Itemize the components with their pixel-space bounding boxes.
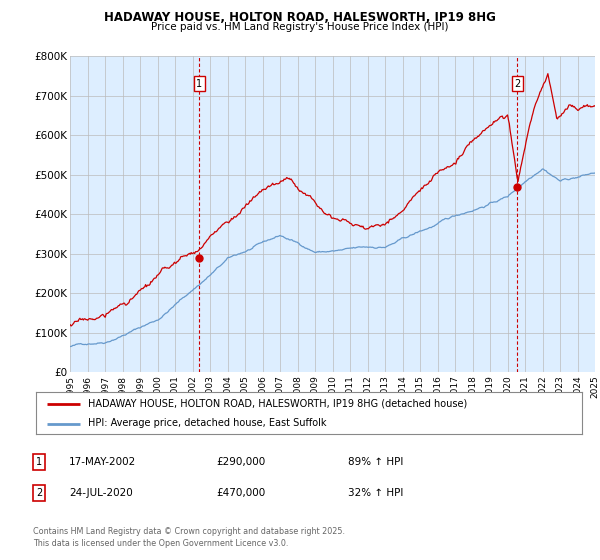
Text: 1: 1 [196,79,202,88]
Text: 17-MAY-2002: 17-MAY-2002 [69,457,136,467]
Text: HADAWAY HOUSE, HOLTON ROAD, HALESWORTH, IP19 8HG (detached house): HADAWAY HOUSE, HOLTON ROAD, HALESWORTH, … [88,399,467,409]
Text: 1: 1 [36,457,42,467]
Text: Contains HM Land Registry data © Crown copyright and database right 2025.
This d: Contains HM Land Registry data © Crown c… [33,527,345,548]
Text: £470,000: £470,000 [216,488,265,498]
Text: 2: 2 [36,488,42,498]
Text: 32% ↑ HPI: 32% ↑ HPI [348,488,403,498]
Text: 24-JUL-2020: 24-JUL-2020 [69,488,133,498]
Text: Price paid vs. HM Land Registry's House Price Index (HPI): Price paid vs. HM Land Registry's House … [151,22,449,32]
Text: £290,000: £290,000 [216,457,265,467]
Text: 89% ↑ HPI: 89% ↑ HPI [348,457,403,467]
Text: 2: 2 [514,79,521,88]
Text: HPI: Average price, detached house, East Suffolk: HPI: Average price, detached house, East… [88,418,326,428]
Text: HADAWAY HOUSE, HOLTON ROAD, HALESWORTH, IP19 8HG: HADAWAY HOUSE, HOLTON ROAD, HALESWORTH, … [104,11,496,24]
